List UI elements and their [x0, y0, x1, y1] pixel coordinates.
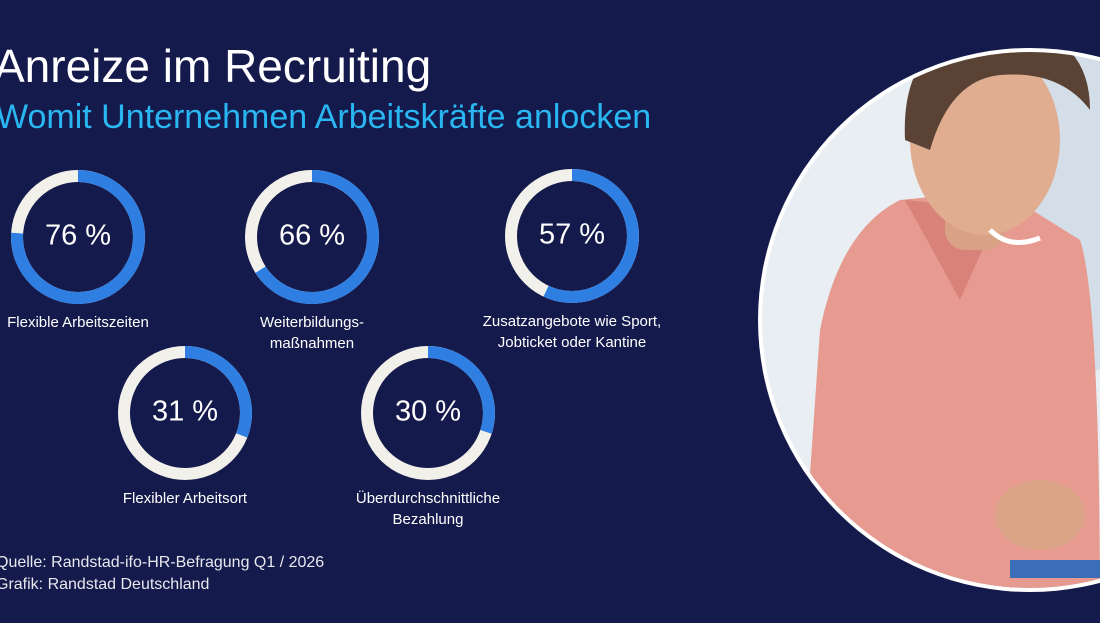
category-label: Bezahlung — [393, 511, 464, 528]
category-label: Flexible Arbeitszeiten — [7, 314, 149, 331]
donut-arc — [184, 346, 252, 438]
category-label: Überdurchschnittliche — [356, 489, 500, 507]
category-label: Weiterbildungs- — [260, 314, 364, 331]
donut-arc — [255, 170, 379, 304]
category-label: maßnahmen — [270, 335, 354, 352]
value-label: 31 % — [152, 396, 218, 428]
photo-hand — [995, 480, 1085, 550]
donut-arc — [11, 170, 145, 304]
value-label: 76 % — [45, 220, 111, 252]
value-label: 30 % — [395, 396, 461, 428]
subtitle: Womit Unternehmen Arbeitskräfte anlocken — [0, 98, 651, 136]
category-label: Flexibler Arbeitsort — [123, 490, 248, 507]
title: Anreize im Recruiting — [0, 40, 431, 92]
source: Quelle: Randstad-ifo-HR-Befragung Q1 / 2… — [0, 554, 324, 571]
value-label: 66 % — [279, 220, 345, 252]
photo-smile — [988, 228, 1041, 245]
credit: Grafik: Randstad Deutschland — [0, 576, 209, 593]
category-label: Jobticket oder Kantine — [498, 334, 646, 351]
donut-arc — [427, 346, 495, 434]
photo-tablet — [1010, 560, 1100, 578]
value-label: 57 % — [539, 219, 605, 251]
donut-arc — [543, 169, 639, 303]
category-label: Zusatzangebote wie Sport, — [483, 313, 661, 330]
